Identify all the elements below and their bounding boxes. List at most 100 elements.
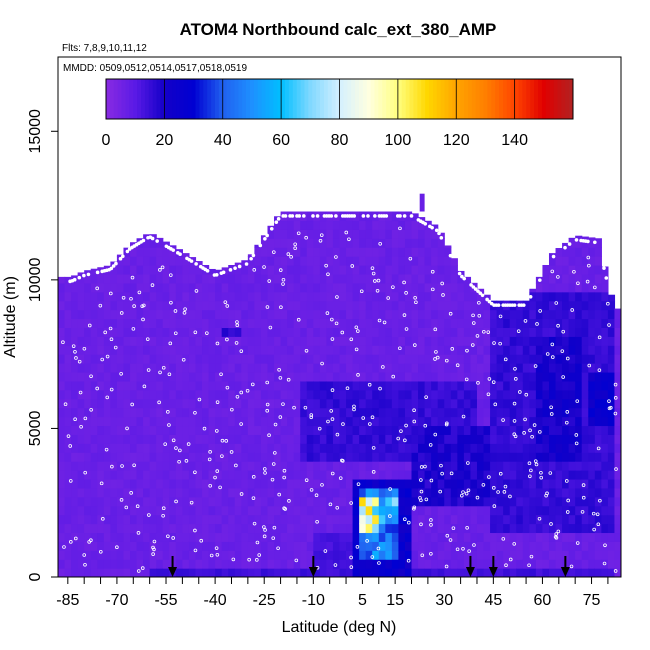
heatmap-cell <box>404 265 413 275</box>
heatmap-cell <box>339 523 347 534</box>
heatmap-cell <box>568 265 576 275</box>
heatmap-cell <box>267 229 275 239</box>
heatmap-cell <box>490 398 498 409</box>
heatmap-cell <box>418 336 426 346</box>
heatmap-cell <box>90 318 98 328</box>
heatmap-cell <box>470 559 478 569</box>
heatmap-cell <box>326 559 334 569</box>
sample-point <box>450 347 455 351</box>
heatmap-cell <box>234 443 242 453</box>
heatmap-cell <box>313 505 321 516</box>
heatmap-cell <box>110 568 118 577</box>
heatmap-cell <box>188 300 197 311</box>
sample-point <box>603 543 607 548</box>
heatmap-cell <box>306 523 314 534</box>
heatmap-cell <box>483 496 491 507</box>
colorbar-swatch <box>133 79 138 119</box>
heatmap-cell <box>293 398 301 409</box>
heatmap-cell <box>71 514 79 525</box>
heatmap-cell <box>424 309 432 320</box>
heatmap-cell <box>110 487 118 498</box>
heatmap-cell <box>202 425 210 435</box>
heatmap-cell <box>398 496 406 507</box>
heatmap-cell <box>97 532 105 542</box>
heatmap-cell <box>346 247 354 257</box>
heatmap-cell <box>581 425 589 435</box>
heatmap-cell <box>116 514 125 525</box>
heatmap-cell <box>182 256 190 266</box>
heatmap-cell <box>339 327 347 337</box>
heatmap-cell <box>254 291 262 302</box>
heatmap-cell <box>260 550 269 560</box>
heatmap-cell <box>522 416 530 427</box>
heatmap-cell <box>437 505 445 516</box>
heatmap-cell <box>149 354 157 364</box>
heatmap-cell <box>319 363 328 373</box>
heatmap-cell <box>398 309 406 320</box>
heatmap-cell <box>169 505 177 516</box>
sample-point <box>487 475 491 479</box>
heatmap-cell <box>228 273 236 284</box>
heatmap-cell <box>64 300 72 311</box>
flight-track-point <box>125 249 130 254</box>
heatmap-cell <box>457 416 465 427</box>
heatmap-cell <box>241 389 249 400</box>
colorbar-swatch <box>495 79 500 119</box>
heatmap-cell <box>509 354 517 364</box>
heatmap-cell <box>293 559 301 569</box>
heatmap-cell <box>188 478 197 489</box>
heatmap-cell <box>529 398 537 409</box>
heatmap-cell <box>162 487 170 498</box>
heatmap-cell <box>418 568 426 577</box>
heatmap-cell <box>562 434 570 444</box>
heatmap-cell <box>280 336 288 346</box>
heatmap-cell <box>188 470 197 480</box>
sample-point <box>597 368 602 372</box>
heatmap-cell <box>437 452 445 462</box>
heatmap-cell <box>542 452 550 462</box>
heatmap-cell <box>319 514 328 525</box>
heatmap-cell <box>352 229 360 239</box>
heatmap-cell <box>77 300 85 311</box>
heatmap-cell <box>260 318 269 328</box>
heatmap-cell <box>293 487 301 498</box>
heatmap-cell <box>372 220 380 230</box>
heatmap-cell <box>162 443 170 453</box>
heatmap-cell <box>359 398 367 409</box>
heatmap-cell <box>280 309 288 320</box>
heatmap-cell <box>385 265 393 275</box>
heatmap-cell <box>169 300 177 311</box>
heatmap-cell <box>339 354 347 364</box>
heatmap-cell <box>339 550 347 560</box>
heatmap-cell <box>339 568 347 577</box>
heatmap-cell <box>352 354 360 364</box>
heatmap-cell <box>365 345 373 355</box>
heatmap-cell <box>287 523 295 534</box>
sample-point <box>330 317 334 322</box>
heatmap-cell <box>568 532 576 542</box>
heatmap-cell <box>346 220 354 230</box>
heatmap-cell <box>228 425 236 435</box>
sample-point <box>444 564 449 569</box>
heatmap-cell <box>496 416 504 427</box>
heatmap-cell <box>535 389 544 400</box>
colorbar-swatch <box>409 79 414 119</box>
heatmap-cell <box>202 478 210 489</box>
sample-point <box>516 329 521 333</box>
heatmap-cell <box>149 336 157 346</box>
heatmap-cell <box>97 478 105 489</box>
heatmap-cell <box>378 265 386 275</box>
heatmap-cell <box>306 291 314 302</box>
sample-point <box>498 471 503 476</box>
heatmap-cell <box>548 300 557 311</box>
heatmap-cell <box>607 452 616 462</box>
heatmap-cell <box>431 265 439 275</box>
heatmap-cell <box>195 354 203 364</box>
heatmap-cell <box>90 354 98 364</box>
heatmap-cell <box>71 487 79 498</box>
heatmap-cell <box>116 505 125 516</box>
heatmap-cell <box>254 371 262 382</box>
heatmap-cell <box>398 336 406 346</box>
colorbar-swatch <box>522 79 527 119</box>
heatmap-cell <box>280 282 288 293</box>
